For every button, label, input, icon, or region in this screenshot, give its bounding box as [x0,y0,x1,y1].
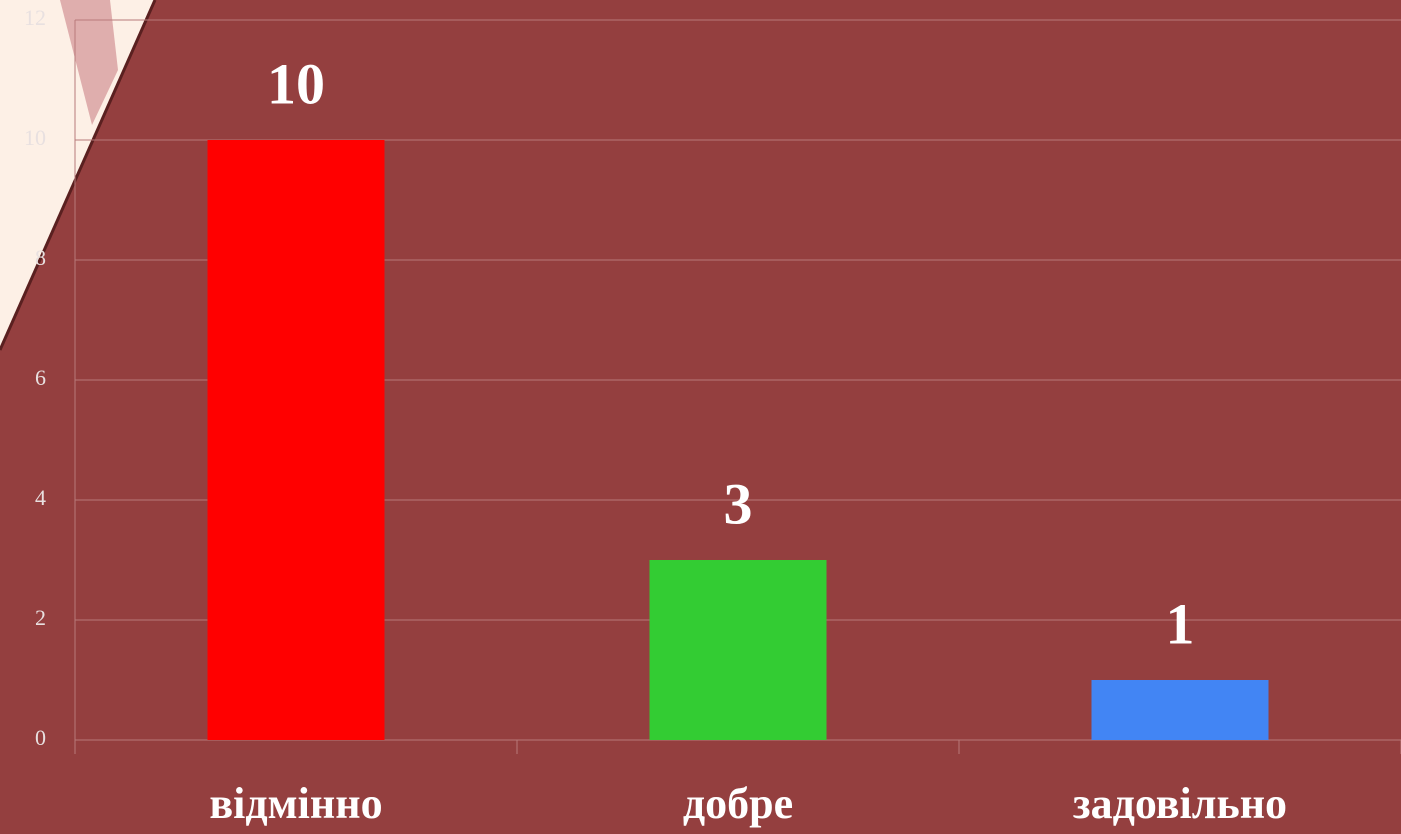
x-tick-label: добре [683,779,793,828]
data-label: 3 [724,471,753,536]
y-tick-label: 0 [35,725,46,750]
bar [649,560,827,740]
data-label: 1 [1166,591,1195,656]
data-label: 10 [267,51,325,116]
y-tick-label: 4 [35,485,46,510]
x-tick-label: задовільно [1073,779,1287,828]
x-tick-label: відмінно [209,779,382,828]
y-tick-label: 12 [24,5,46,30]
bar [1091,680,1269,740]
decoration-edge [0,0,157,351]
bar [207,140,385,740]
y-tick-label: 6 [35,365,46,390]
y-tick-label: 2 [35,605,46,630]
y-tick-label: 10 [24,125,46,150]
y-tick-label: 8 [35,245,46,270]
plot-area: 0 2 4 6 8 10 12 відмінно 10 добре 3 задовільно 1 [24,5,1401,828]
